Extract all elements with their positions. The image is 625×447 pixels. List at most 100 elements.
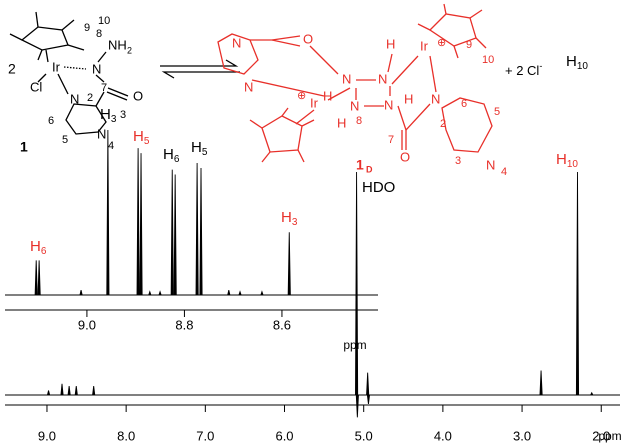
peak-label-text: H — [191, 139, 202, 156]
structure-label: O — [400, 149, 410, 164]
peak-label: H10 — [556, 151, 578, 170]
peak — [148, 290, 152, 296]
x-tick-label: 8.8 — [175, 317, 193, 332]
left-structure-bonds — [9, 11, 129, 135]
structure-label: 3 — [120, 109, 126, 121]
peak-label: H3 — [281, 209, 298, 228]
structure-label: 4 — [501, 166, 507, 178]
structure-label: 5 — [62, 134, 68, 146]
structure-label: 1 — [356, 157, 364, 173]
x-axis-label: ppm — [598, 429, 621, 443]
structure-label: 3 — [455, 155, 461, 167]
structure-label: N — [97, 126, 106, 141]
peak — [539, 370, 543, 396]
peak — [170, 169, 174, 296]
counter-ion-charge: - — [539, 61, 542, 71]
structure-label: H — [337, 115, 346, 130]
structure-label: 2 — [87, 92, 93, 104]
structure-label: 2 — [440, 118, 446, 130]
peak — [34, 260, 38, 296]
peak — [173, 174, 177, 296]
structure-label: 1 — [20, 139, 28, 155]
peak — [67, 386, 71, 396]
peak — [106, 129, 110, 296]
structure-label: 7 — [101, 82, 107, 94]
peak-label-text: H — [30, 238, 41, 255]
peak — [366, 394, 370, 404]
structure-label: ⊕ — [437, 37, 446, 49]
peak-label-text: H — [100, 106, 111, 123]
peak-label: H5 — [133, 128, 150, 147]
structure-label: 9 — [466, 39, 472, 51]
x-tick-label: 8.6 — [273, 317, 291, 332]
peak — [74, 386, 78, 396]
peak — [92, 386, 96, 396]
structure-label: 9 — [84, 22, 90, 34]
peak — [355, 171, 359, 396]
right-structure-bonds — [217, 3, 493, 163]
structure-label: H — [323, 88, 332, 103]
structure-label: N — [378, 71, 387, 86]
x-tick-label: 6.0 — [275, 428, 293, 443]
x-tick-label: 9.0 — [38, 428, 56, 443]
structure-label: 7 — [388, 134, 394, 146]
structure-label: 6 — [461, 98, 467, 110]
peak — [199, 167, 203, 296]
x-tick-label: 4.0 — [434, 428, 452, 443]
peak-label-sub: 3 — [292, 217, 298, 228]
peak — [227, 289, 231, 296]
structure-label: N — [232, 35, 241, 50]
x-tick-label: 8.0 — [117, 428, 135, 443]
peak — [366, 372, 370, 396]
peak-label-sub: 6 — [41, 246, 47, 257]
peak — [575, 171, 580, 396]
peak-label: HDO — [362, 179, 395, 196]
structure-label: ⊕ — [297, 90, 306, 102]
structure-label: 2 — [8, 61, 16, 77]
counter-ion-text: + 2 Cl — [505, 63, 539, 78]
structure-label: O — [133, 88, 143, 103]
peak — [37, 260, 41, 296]
peak-label-sub: 5 — [144, 136, 150, 147]
structure-label: H — [386, 36, 395, 51]
peak — [136, 148, 140, 296]
peak — [139, 153, 143, 296]
structure-label: Cl — [30, 79, 42, 94]
peak — [60, 383, 64, 396]
peak-label-text: H — [163, 146, 174, 163]
structure-label: Ir — [52, 59, 61, 74]
structure-label: N — [92, 61, 101, 76]
structure-label: 5 — [494, 106, 500, 118]
peak-label-text: H — [566, 53, 577, 70]
structure-label: 10 — [98, 15, 110, 27]
structure-label: O — [303, 31, 313, 46]
structure-label: Ir — [310, 95, 319, 110]
structure-label: Ir — [420, 38, 429, 53]
peak-label: H10 — [566, 53, 588, 72]
peak-label: H5 — [191, 139, 208, 158]
equilibrium-arrows — [160, 59, 240, 79]
peak-label-text: H — [281, 209, 292, 226]
structure-label: 6 — [48, 115, 54, 127]
peak — [590, 391, 594, 396]
structure-label: N — [384, 97, 393, 112]
structure-label: 8 — [96, 28, 102, 40]
peak-label-text: HDO — [362, 179, 395, 196]
peak-label-sub: 5 — [202, 147, 208, 158]
peak-label: H6 — [163, 146, 180, 165]
peak — [79, 289, 83, 296]
structure-label: H — [404, 91, 413, 106]
structure-label: 2 — [127, 45, 132, 55]
x-tick-label: 5.0 — [355, 428, 373, 443]
structure-label: N — [486, 157, 495, 172]
counter-ion: + 2 Cl- — [505, 61, 542, 78]
x-tick-label: 2.0 — [592, 428, 610, 443]
structure-label: N — [342, 71, 351, 86]
x-tick-label: 7.0 — [196, 428, 214, 443]
peak — [238, 290, 242, 296]
peak — [260, 290, 264, 296]
peak-label-sub: 6 — [174, 154, 180, 165]
structure-label: N — [350, 98, 359, 113]
